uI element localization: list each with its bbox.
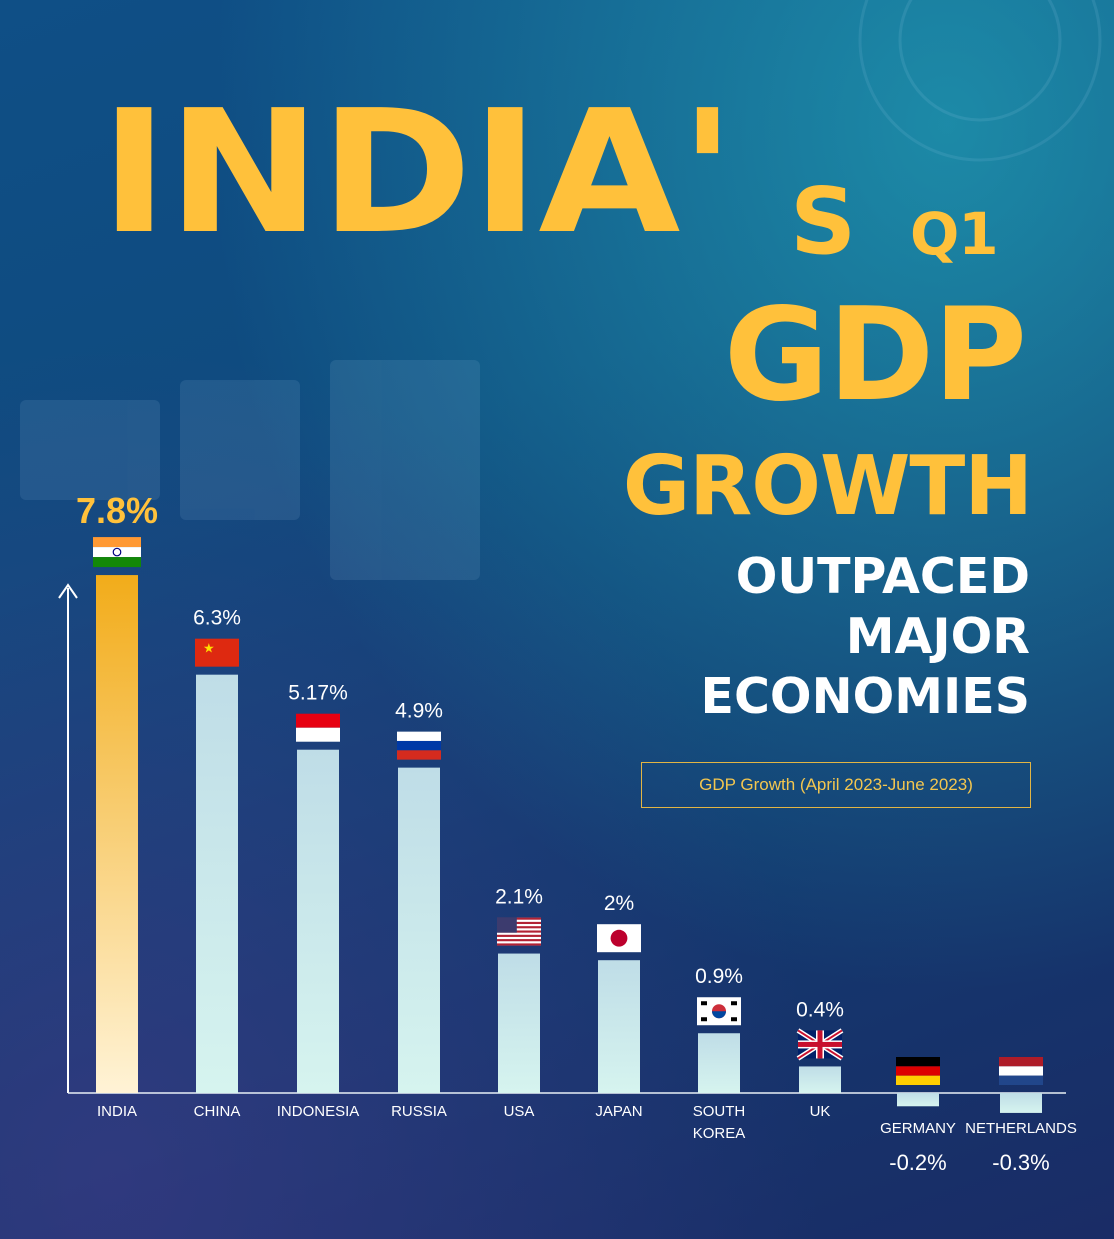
category-label: GERMANY [880,1120,956,1137]
category-label: INDIA [97,1103,137,1120]
value-label: 7.8% [76,490,158,531]
category-label: JAPAN [595,1103,642,1120]
bar-usa [498,953,540,1093]
y-axis-arrowhead [58,583,78,599]
south-korea-flag-icon [697,997,741,1026]
russia-flag-icon [397,731,441,760]
bar-south-korea [698,1033,740,1093]
category-label: CHINA [194,1103,241,1120]
subtitle-economies: ECONOMIES [700,668,1030,725]
title-q1: Q1 [910,200,999,268]
indonesia-flag-icon [296,713,340,742]
value-label: 0.9% [695,965,743,988]
category-label: RUSSIA [391,1103,447,1120]
bar-indonesia [297,749,339,1093]
usa-flag-icon [497,917,541,946]
category-label: NETHERLANDS [965,1120,1077,1137]
value-label: 5.17% [288,682,348,705]
category-label: USA [504,1103,535,1120]
value-label: 6.3% [193,607,241,630]
value-label: -0.2% [889,1150,946,1175]
category-label: UK [810,1103,831,1120]
bar-uk [799,1066,841,1093]
value-label: 2.1% [495,886,543,909]
category-label: INDONESIA [277,1103,360,1120]
netherlands-flag-icon [999,1057,1043,1085]
value-label: -0.3% [992,1150,1049,1175]
category-label: SOUTH [693,1103,746,1120]
bar-india [96,575,138,1093]
bar-germany [897,1093,939,1107]
india-flag-icon [93,537,141,568]
value-label: 4.9% [395,700,443,723]
value-label: 0.4% [796,998,844,1021]
title-growth: GROWTH [622,439,1033,534]
japan-flag-icon [597,924,641,953]
subtitle-outpaced: OUTPACED [735,548,1030,605]
germany-flag-icon [896,1057,940,1085]
bar-japan [598,960,640,1093]
title-s: S [790,168,856,275]
title-gdp: GDP [723,281,1027,430]
bar-netherlands [1000,1093,1042,1113]
uk-flag-icon [796,1028,844,1061]
value-label: 2% [604,892,634,915]
bar-china [196,674,238,1093]
category-label: KOREA [693,1125,746,1142]
bar-russia [398,767,440,1093]
subtitle-major: MAJOR [845,608,1030,665]
svg-text:★: ★ [203,642,215,657]
legend-label: GDP Growth (April 2023-June 2023) [699,775,973,794]
title-india: INDIA' [100,74,736,272]
china-flag-icon: ★ [195,638,239,667]
legend-box: GDP Growth (April 2023-June 2023) [641,762,1031,808]
